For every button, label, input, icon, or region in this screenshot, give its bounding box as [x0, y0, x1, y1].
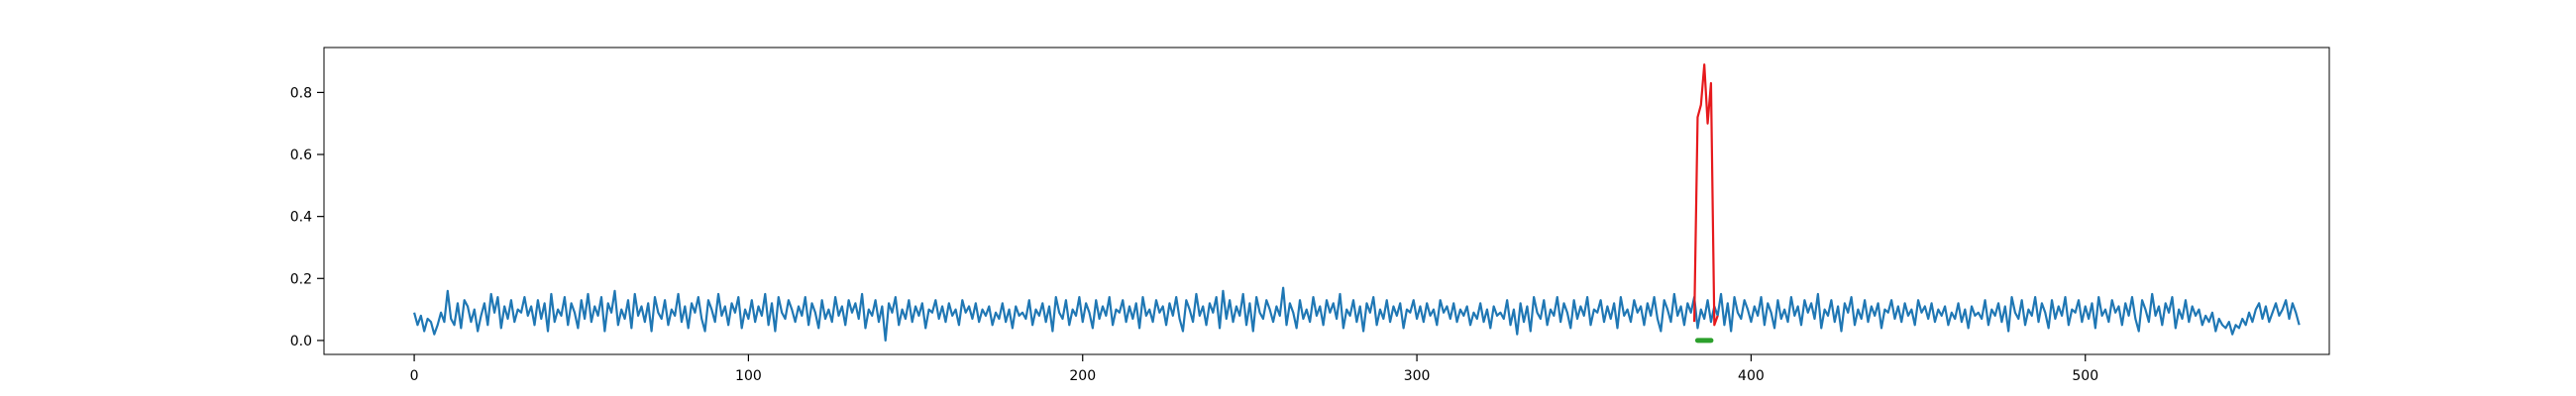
x-tick-label: 200 [1069, 368, 1096, 384]
y-axis-ticks: 0.0 0.2 0.4 0.6 0.8 [290, 85, 324, 349]
series-line-2 [1692, 63, 1719, 327]
x-tick-label: 500 [2072, 368, 2098, 384]
y-tick-label: 0.2 [290, 271, 312, 287]
y-tick-label: 0.0 [290, 334, 312, 349]
x-tick-label: 300 [1404, 368, 1431, 384]
series-line-1 [413, 286, 2301, 343]
x-tick-label: 0 [410, 368, 419, 384]
y-tick-label: 0.4 [290, 210, 312, 226]
axes-frame [323, 47, 2330, 355]
x-tick-label: 400 [1738, 368, 1765, 384]
x-tick-label: 100 [735, 368, 762, 384]
x-axis-ticks: 0 100 200 300 400 500 [410, 354, 2098, 384]
y-tick-label: 0.8 [290, 85, 312, 101]
series-layer [413, 63, 2301, 344]
y-tick-label: 0.6 [290, 148, 312, 163]
